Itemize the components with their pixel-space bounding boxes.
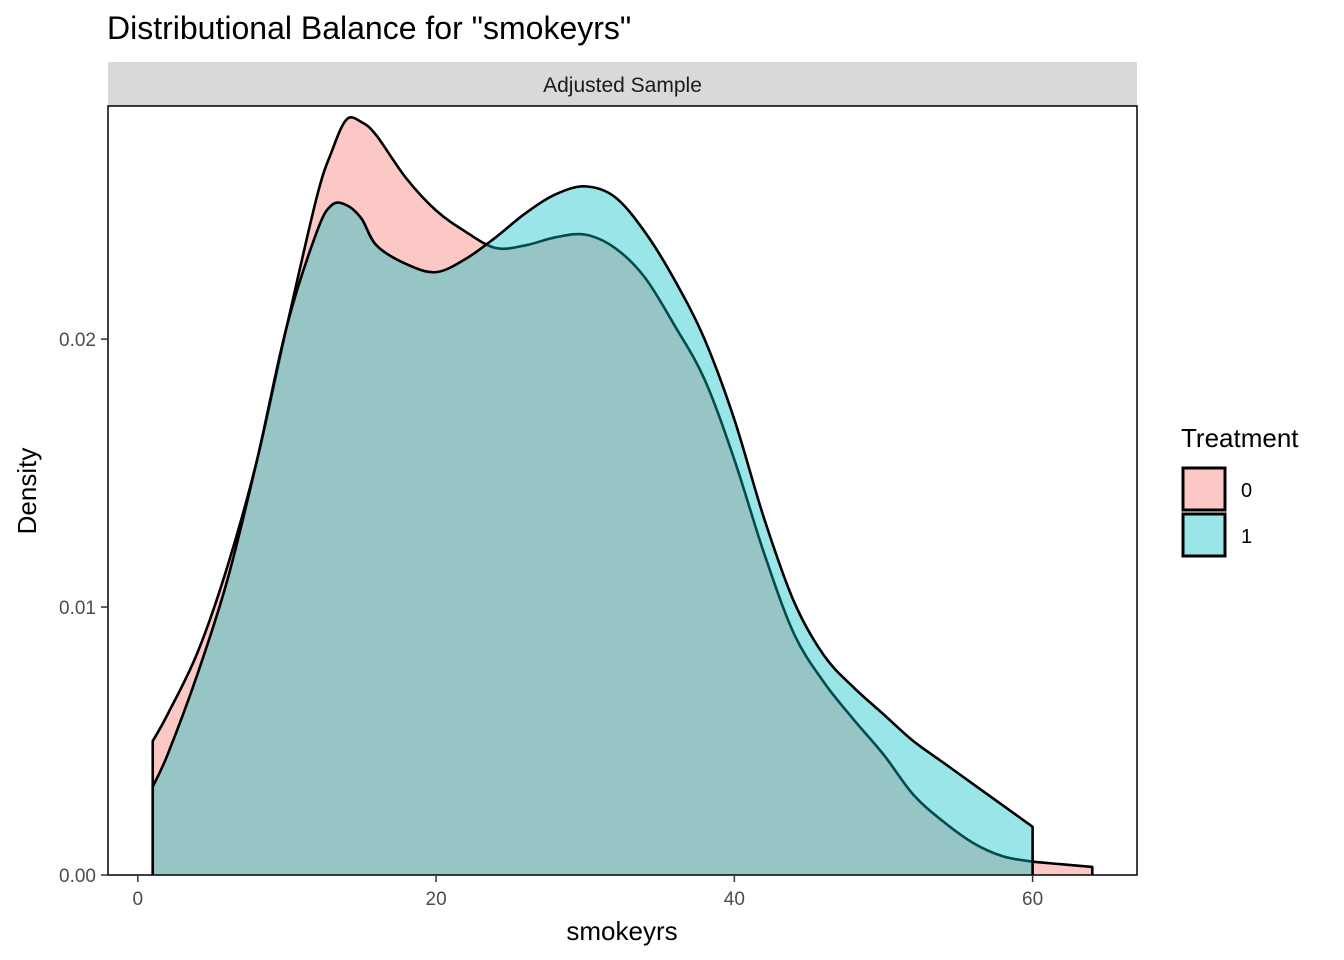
density-area-1 [152,186,1033,875]
panel-border [107,105,1138,876]
facet-strip [108,62,1137,106]
x-axis-title: smokeyrs [566,916,677,946]
legend-label-0: 0 [1241,480,1252,502]
x-tick-label: 20 [426,889,447,910]
y-axis-title: Density [12,448,42,535]
y-tick-label: 0.02 [59,330,96,351]
legend-key-1 [1181,512,1227,558]
x-tick-label: 40 [724,889,745,910]
legend-label-1: 1 [1241,526,1252,548]
legend-key-bg [1183,514,1225,556]
facet-strip-label: Adjusted Sample [543,74,702,97]
density-line-1 [151,185,1034,875]
legend-title: Treatment [1181,423,1299,453]
y-tick-label: 0.00 [59,866,96,887]
legend: Treatment 0 1 [1181,423,1299,558]
legend-key-0 [1181,466,1227,512]
density-area-0 [152,117,1093,875]
legend-key-bg [1183,468,1225,510]
chart-title: Distributional Balance for "smokeyrs" [107,10,631,46]
y-axis: 0.00 0.01 0.02 [59,330,108,887]
series-layer [151,116,1094,875]
x-tick-label: 0 [133,889,144,910]
x-axis: 0 20 40 60 [133,875,1043,910]
y-tick-label: 0.01 [59,598,96,619]
x-tick-label: 60 [1022,889,1043,910]
